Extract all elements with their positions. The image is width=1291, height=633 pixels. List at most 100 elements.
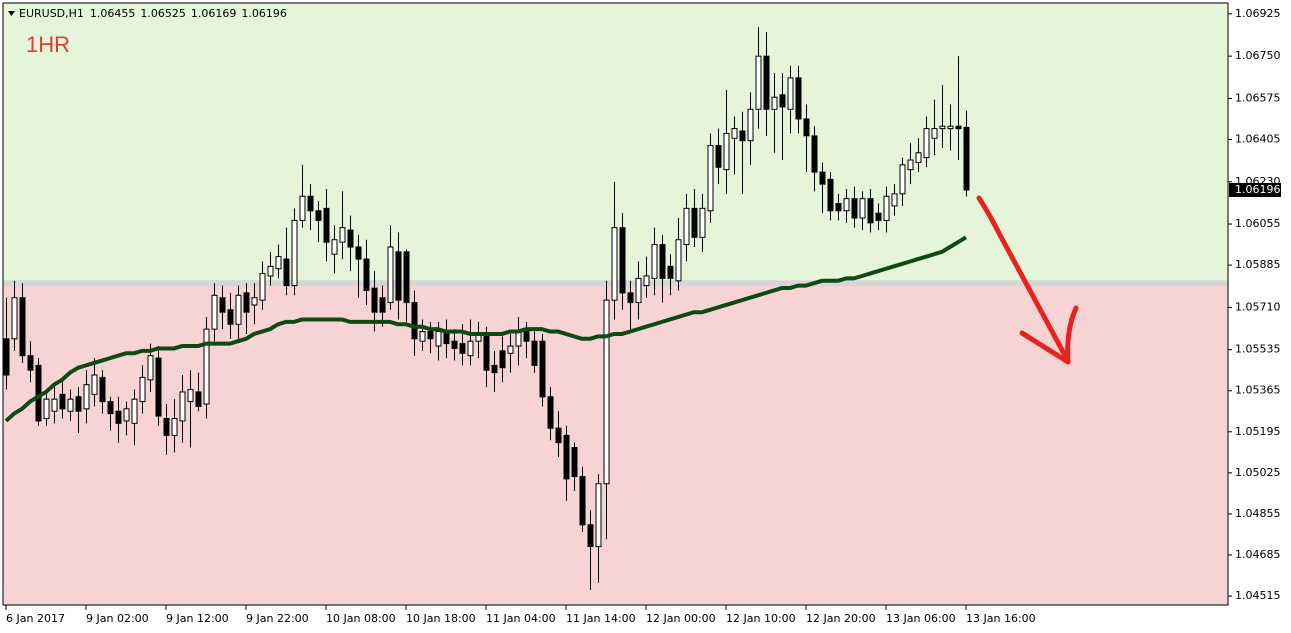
candle-body xyxy=(771,96,778,110)
candle-body xyxy=(347,229,354,248)
candle-body xyxy=(611,227,618,301)
candle-body xyxy=(139,376,146,403)
candle-body xyxy=(267,265,274,277)
x-tick-label: 6 Jan 2017 xyxy=(6,612,65,625)
candle-body xyxy=(635,277,642,304)
candle-body xyxy=(3,338,10,376)
candle-body xyxy=(867,198,874,224)
candle-body xyxy=(915,152,922,163)
y-tick-label: 1.06575 xyxy=(1235,91,1281,104)
candle-body xyxy=(763,55,770,110)
candle-body xyxy=(571,446,578,477)
x-tick-label: 10 Jan 08:00 xyxy=(326,612,396,625)
candle-body xyxy=(395,251,402,301)
candle-body xyxy=(483,335,490,371)
header-open: 1.06455 xyxy=(90,7,136,20)
candle-body xyxy=(67,398,74,412)
candle-body xyxy=(187,389,194,403)
candle-body xyxy=(155,357,162,417)
candle-body xyxy=(859,198,866,219)
timeframe-note: 1HR xyxy=(26,32,70,57)
candle-body xyxy=(675,239,682,282)
candle-body xyxy=(947,125,954,130)
candle-body xyxy=(131,398,138,424)
candle-body xyxy=(435,331,442,347)
x-tick-label: 12 Jan 00:00 xyxy=(646,612,716,625)
y-tick-label: 1.05885 xyxy=(1235,258,1281,271)
x-tick-label: 11 Jan 04:00 xyxy=(486,612,556,625)
candle-body xyxy=(827,178,834,212)
candle-body xyxy=(555,427,562,444)
candle-body xyxy=(339,227,346,243)
y-tick-label: 1.06750 xyxy=(1235,49,1281,62)
arrow-head xyxy=(1019,305,1079,365)
candle-body xyxy=(507,345,514,354)
y-tick-label: 1.05365 xyxy=(1235,384,1281,397)
candle-body xyxy=(83,384,90,410)
candle-body xyxy=(835,203,842,212)
candle-body xyxy=(531,340,538,366)
candle-body xyxy=(515,331,522,347)
x-tick-label: 12 Jan 10:00 xyxy=(726,612,796,625)
candle-body xyxy=(899,164,906,195)
candle-body xyxy=(811,135,818,173)
candle-body xyxy=(387,246,394,304)
candle-body xyxy=(379,297,386,313)
candle-body xyxy=(115,410,122,424)
candle-body xyxy=(163,418,170,436)
x-tick-label: 9 Jan 22:00 xyxy=(246,612,309,625)
candle-body xyxy=(779,94,786,108)
plot-frame xyxy=(2,2,1229,606)
candle-body xyxy=(107,401,114,415)
x-tick-label: 10 Jan 18:00 xyxy=(406,612,476,625)
x-tick-label: 13 Jan 16:00 xyxy=(966,612,1036,625)
arrow-shaft xyxy=(976,195,1071,364)
candle-body xyxy=(491,364,498,374)
header-high: 1.06525 xyxy=(140,7,186,20)
candle-body xyxy=(747,108,754,142)
candle-body xyxy=(547,396,554,429)
x-tick-label: 13 Jan 06:00 xyxy=(886,612,956,625)
candle-body xyxy=(91,374,98,395)
candle-body xyxy=(451,340,458,349)
y-tick-label: 1.05535 xyxy=(1235,343,1281,356)
candle-body xyxy=(795,77,802,120)
menu-triangle xyxy=(8,11,15,16)
x-tick-label: 9 Jan 12:00 xyxy=(166,612,229,625)
candle-body xyxy=(603,299,610,485)
candle-body xyxy=(523,331,530,342)
candle-body xyxy=(691,207,698,238)
candle-body xyxy=(467,340,474,357)
zone-below xyxy=(3,283,1228,605)
candle-body xyxy=(203,328,210,405)
candle-body xyxy=(851,198,858,219)
candle-body xyxy=(739,130,746,142)
candle-body xyxy=(843,198,850,212)
candle-body xyxy=(403,251,410,304)
y-tick-label: 1.06055 xyxy=(1235,217,1281,230)
candle-body xyxy=(803,118,810,137)
candle-body xyxy=(195,391,202,407)
candle-body xyxy=(411,302,418,340)
candle-body xyxy=(371,287,378,313)
candle-body xyxy=(43,398,50,420)
candle-body xyxy=(539,340,546,398)
candle-body xyxy=(211,294,218,330)
candle-body xyxy=(659,244,666,279)
y-tick-label: 1.04685 xyxy=(1235,548,1281,561)
moving-average xyxy=(4,235,968,423)
x-tick-label: 9 Jan 02:00 xyxy=(86,612,149,625)
y-tick-label: 1.05710 xyxy=(1235,300,1281,313)
price-label: 1.06196 xyxy=(1235,183,1281,196)
price-label-box xyxy=(1229,182,1281,197)
candle-body xyxy=(179,391,186,422)
candle-body xyxy=(11,297,18,340)
candle-body xyxy=(307,195,314,212)
candle-body xyxy=(723,132,730,171)
candle-body xyxy=(291,219,298,287)
candle-body xyxy=(579,475,586,526)
candle-body xyxy=(715,145,722,168)
candle-body xyxy=(595,483,602,548)
y-tick-label: 1.06925 xyxy=(1235,7,1281,20)
candle-body xyxy=(563,434,570,480)
